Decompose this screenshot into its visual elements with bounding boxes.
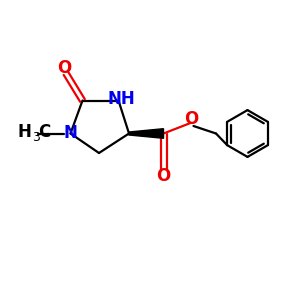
Text: O: O: [184, 110, 198, 128]
Text: O: O: [57, 59, 72, 77]
Polygon shape: [129, 129, 164, 138]
Text: NH: NH: [107, 90, 135, 108]
Text: H: H: [18, 123, 32, 141]
Text: C: C: [38, 123, 50, 141]
Text: 3: 3: [32, 130, 40, 144]
Text: O: O: [156, 167, 171, 185]
Text: N: N: [64, 124, 77, 142]
